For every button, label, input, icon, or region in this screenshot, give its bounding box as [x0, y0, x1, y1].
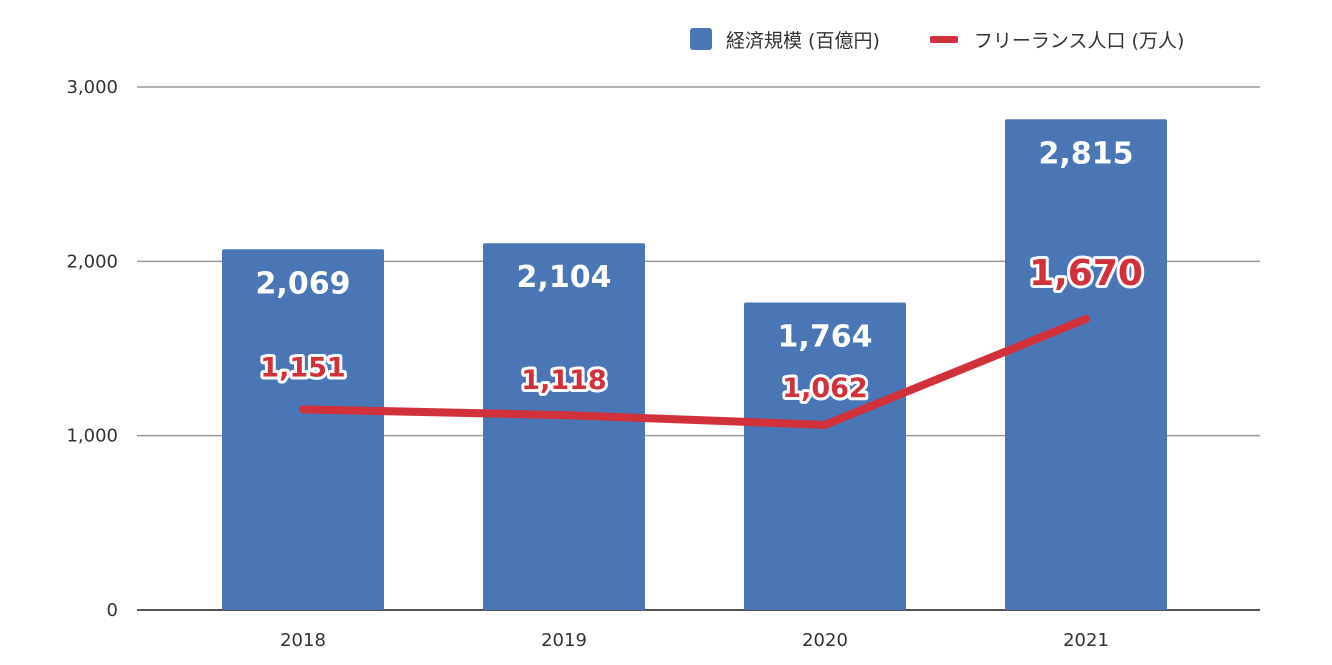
line-value-label: 1,118 — [521, 365, 606, 396]
line-freelance-population — [299, 314, 1090, 429]
legend-item-freelance-population: フリーランス人口 (万人) — [929, 26, 1185, 53]
x-axis-ticks: 2018 2019 2020 2021 — [280, 630, 1109, 651]
bar-value-label: 1,764 — [778, 319, 873, 354]
bars — [222, 119, 1167, 611]
x-tick-label: 2019 — [541, 630, 587, 651]
bar-value-label: 2,069 — [256, 266, 351, 301]
line-value-label: 1,670 — [1029, 253, 1143, 294]
bar-value-label: 2,104 — [517, 260, 612, 295]
bar-labels: 2,069 2,104 1,764 2,815 — [256, 136, 1134, 354]
x-tick-label: 2020 — [802, 630, 848, 651]
y-tick-label: 0 — [107, 600, 118, 621]
line-labels: 1,151 1,118 1,062 1,670 — [257, 250, 1146, 407]
legend-label-freelance-population: フリーランス人口 (万人) — [973, 29, 1185, 52]
line-series — [299, 314, 1090, 429]
x-tick-label: 2021 — [1063, 630, 1109, 651]
x-tick-label: 2018 — [280, 630, 326, 651]
legend: 経済規模 (百億円) フリーランス人口 (万人) — [690, 24, 1184, 54]
bar-2019 — [483, 243, 645, 610]
y-tick-label: 2,000 — [66, 251, 118, 272]
y-axis-ticks: 0 1,000 2,000 3,000 — [66, 77, 118, 621]
bar-2020 — [744, 302, 906, 610]
bar-value-label: 2,815 — [1039, 136, 1134, 171]
legend-swatch-bar — [690, 28, 712, 50]
line-value-label: 1,062 — [782, 373, 867, 404]
bar-2021 — [1005, 119, 1167, 611]
y-tick-label: 3,000 — [66, 77, 118, 98]
line-value-label: 1,151 — [260, 352, 345, 383]
legend-swatch-line — [929, 35, 958, 43]
legend-item-economic-scale: 経済規模 (百億円) — [690, 26, 880, 53]
legend-label-economic-scale: 経済規模 (百億円) — [726, 29, 880, 52]
y-tick-label: 1,000 — [66, 426, 118, 447]
bar-2018 — [222, 249, 384, 611]
